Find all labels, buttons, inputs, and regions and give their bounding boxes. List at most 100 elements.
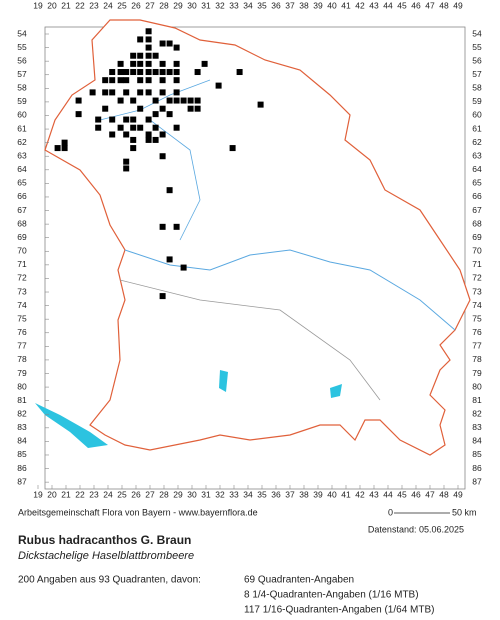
record-square xyxy=(166,40,173,47)
record-square xyxy=(109,77,116,84)
record-square xyxy=(145,52,152,59)
y-tick-label: 81 xyxy=(472,395,482,405)
y-tick-label: 66 xyxy=(472,191,482,201)
record-square xyxy=(152,111,159,118)
common-name: Dickstachelige Haselblattbrombeere xyxy=(18,550,194,562)
x-tick-label: 40 xyxy=(327,0,337,10)
y-tick-label: 56 xyxy=(17,55,27,65)
record-square xyxy=(145,77,152,84)
y-tick-label: 65 xyxy=(17,178,27,188)
record-square xyxy=(117,97,124,104)
record-square xyxy=(187,97,194,104)
x-tick-label: 26 xyxy=(131,489,141,499)
y-tick-label: 85 xyxy=(17,449,27,459)
record-square xyxy=(117,124,124,131)
x-tick-label: 44 xyxy=(383,489,393,499)
y-tick-label: 58 xyxy=(472,83,482,93)
record-square xyxy=(194,97,201,104)
record-square xyxy=(257,101,264,108)
x-tick-label: 20 xyxy=(47,489,57,499)
record-square xyxy=(215,82,222,89)
record-square xyxy=(145,28,152,35)
x-tick-label: 48 xyxy=(439,0,449,10)
y-tick-label: 87 xyxy=(472,476,482,486)
record-square xyxy=(102,89,109,96)
record-square xyxy=(130,60,137,67)
record-square xyxy=(194,105,201,112)
y-tick-label: 61 xyxy=(472,123,482,133)
x-tick-label: 38 xyxy=(299,0,309,10)
record-square xyxy=(159,69,166,76)
record-square xyxy=(75,111,82,118)
y-tick-label: 71 xyxy=(17,259,27,269)
record-square xyxy=(159,105,166,112)
x-tick-label: 47 xyxy=(425,489,435,499)
record-square xyxy=(194,69,201,76)
y-tick-label: 59 xyxy=(17,96,27,106)
x-tick-label: 19 xyxy=(33,489,43,499)
x-tick-label: 49 xyxy=(453,489,463,499)
record-square xyxy=(137,69,144,76)
record-square xyxy=(123,89,130,96)
x-tick-label: 46 xyxy=(411,489,421,499)
y-tick-label: 67 xyxy=(472,205,482,215)
x-tick-label: 36 xyxy=(271,489,281,499)
record-square xyxy=(145,60,152,67)
record-square xyxy=(145,116,152,123)
record-square xyxy=(117,60,124,67)
x-tick-label: 34 xyxy=(243,0,253,10)
y-tick-label: 76 xyxy=(472,327,482,337)
record-square xyxy=(173,89,180,96)
x-tick-label: 24 xyxy=(103,489,113,499)
y-tick-label: 84 xyxy=(17,436,27,446)
y-tick-label: 79 xyxy=(17,368,27,378)
record-square xyxy=(173,44,180,51)
y-tick-label: 70 xyxy=(17,246,27,256)
y-tick-label: 64 xyxy=(472,164,482,174)
x-tick-label: 31 xyxy=(201,0,211,10)
x-tick-label: 26 xyxy=(131,0,141,10)
state-border xyxy=(44,19,471,456)
credit: Arbeitsgemeinschaft Flora von Bayern - w… xyxy=(18,507,258,517)
record-square xyxy=(123,77,130,84)
x-tick-label: 45 xyxy=(397,0,407,10)
x-tick-label: 29 xyxy=(173,0,183,10)
x-tick-label: 29 xyxy=(173,489,183,499)
record-square xyxy=(123,165,130,172)
x-tick-label: 23 xyxy=(89,489,99,499)
y-tick-label: 54 xyxy=(472,28,482,38)
x-tick-label: 25 xyxy=(117,0,127,10)
x-tick-label: 28 xyxy=(159,489,169,499)
x-tick-label: 33 xyxy=(229,489,239,499)
y-tick-label: 73 xyxy=(17,286,27,296)
river xyxy=(149,119,201,241)
x-tick-label: 27 xyxy=(145,0,155,10)
x-tick-label: 34 xyxy=(243,489,253,499)
x-tick-label: 44 xyxy=(383,0,393,10)
record-square xyxy=(145,131,152,138)
map-frame xyxy=(44,26,466,490)
record-square xyxy=(166,111,173,118)
x-tick-label: 25 xyxy=(117,489,127,499)
record-square xyxy=(109,116,116,123)
y-tick-label: 62 xyxy=(17,137,27,147)
record-square xyxy=(166,187,173,194)
y-tick-label: 60 xyxy=(472,110,482,120)
y-tick-label: 57 xyxy=(17,69,27,79)
record-square xyxy=(102,105,109,112)
y-tick-label: 69 xyxy=(17,232,27,242)
record-square xyxy=(123,116,130,123)
record-square xyxy=(109,89,116,96)
y-tick-label: 65 xyxy=(472,178,482,188)
record-square xyxy=(123,69,130,76)
y-tick-label: 68 xyxy=(472,218,482,228)
x-tick-label: 20 xyxy=(47,0,57,10)
y-tick-label: 82 xyxy=(17,408,27,418)
district-border xyxy=(119,279,381,401)
record-square xyxy=(137,52,144,59)
record-square xyxy=(95,116,102,123)
record-square xyxy=(166,97,173,104)
scale-start: 0 xyxy=(388,507,393,517)
record-square xyxy=(123,131,130,138)
record-square xyxy=(130,124,137,131)
